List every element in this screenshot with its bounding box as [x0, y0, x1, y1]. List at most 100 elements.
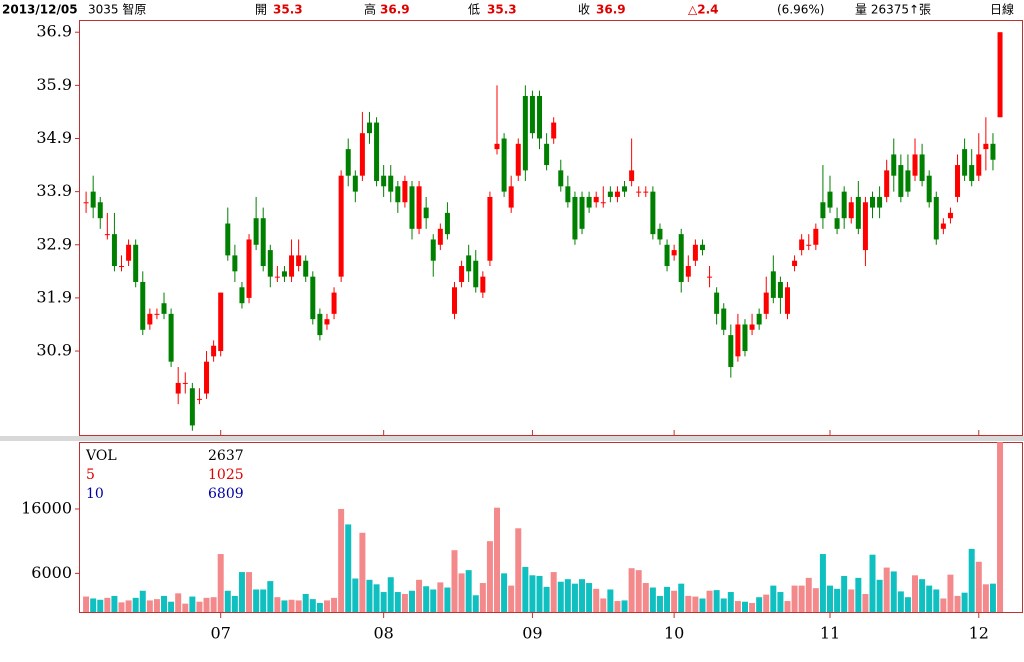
candle-body — [763, 292, 769, 314]
candle-body — [969, 165, 975, 182]
candle-body — [381, 175, 387, 187]
candle-body — [650, 191, 656, 235]
volume-bar — [543, 586, 550, 612]
volume-bar — [288, 599, 295, 612]
volume-bar — [97, 599, 104, 612]
volume-bar — [734, 601, 741, 612]
candle-body — [430, 239, 436, 261]
volume-bar — [132, 597, 139, 612]
candle-body — [685, 266, 691, 277]
candle-body — [416, 186, 422, 229]
volume-bar — [933, 589, 940, 612]
candle-body — [260, 218, 266, 267]
candle-body — [636, 191, 642, 193]
candle-body — [345, 149, 351, 176]
candle-body — [168, 313, 174, 362]
volume-bar — [309, 599, 316, 612]
candle-body — [487, 196, 493, 261]
volume-bar — [812, 588, 819, 612]
candle-body — [296, 255, 302, 267]
candle-body — [777, 281, 783, 298]
volume-bar — [897, 591, 904, 612]
y-tick-label: 31.9 — [36, 287, 72, 306]
volume-bar — [281, 600, 288, 612]
volume-bar — [387, 577, 394, 612]
volume-bar — [465, 570, 472, 612]
candle-body — [501, 138, 507, 192]
candle-body — [522, 95, 528, 171]
candle-body — [232, 255, 238, 272]
candle-body — [480, 276, 486, 293]
volume-bar — [196, 601, 203, 612]
candle-body — [664, 244, 670, 267]
candle-body — [784, 287, 790, 314]
candle-body — [409, 186, 415, 229]
volume-bar — [316, 602, 323, 612]
candle-body — [182, 382, 188, 384]
candle-body — [742, 324, 748, 352]
candle-body — [147, 313, 153, 325]
volume-bar — [104, 597, 111, 612]
y-tick-label: 33.9 — [36, 181, 72, 200]
candle-body — [189, 388, 195, 426]
legend-name: VOL — [85, 448, 117, 464]
legend-name: 5 — [86, 467, 95, 483]
volume-bar — [841, 575, 848, 612]
volume-bar — [855, 577, 862, 612]
volume-bar — [366, 579, 373, 612]
candle-body — [756, 313, 762, 325]
volume-bar — [323, 600, 330, 612]
volume-bar — [791, 585, 798, 612]
volume-bar — [664, 586, 671, 612]
change: △2.4 — [688, 3, 719, 17]
volume-bar — [494, 507, 501, 612]
candle-body — [175, 382, 181, 394]
volume-bar — [203, 597, 210, 612]
volume-bar — [416, 579, 423, 612]
volume-bar — [834, 588, 841, 612]
volume-bar — [685, 595, 692, 612]
volume-bar — [593, 588, 600, 612]
volume-bar — [359, 532, 366, 612]
close-value: 36.9 — [596, 3, 626, 17]
x-tick-label: 08 — [373, 624, 393, 643]
high-value: 36.9 — [380, 3, 410, 17]
candle-body — [324, 319, 330, 325]
candle-body — [374, 122, 380, 182]
volume-bar — [302, 593, 309, 612]
volume-bar — [175, 593, 182, 612]
x-tick-label: 12 — [969, 624, 989, 643]
volume-bar — [777, 592, 784, 612]
candle-body — [161, 303, 167, 314]
candle-body — [870, 196, 876, 208]
y-tick-label: 6000 — [31, 563, 72, 582]
y-tick-label: 32.9 — [36, 234, 72, 253]
volume-bar — [557, 581, 564, 612]
candle-body — [444, 212, 450, 235]
volume-bar — [501, 573, 508, 612]
legend-value: 1025 — [208, 467, 244, 483]
candle-body — [466, 255, 472, 272]
volume-bar — [798, 585, 805, 612]
volume-bar — [607, 589, 614, 612]
volume-bar — [182, 603, 189, 612]
candle-body — [246, 239, 252, 298]
candle-body — [359, 133, 365, 176]
candle-body — [331, 292, 337, 314]
volume-bar — [571, 583, 578, 612]
volume-bar — [628, 568, 635, 612]
volume-bar — [118, 602, 125, 612]
low-value: 35.3 — [487, 3, 517, 17]
candle-body — [529, 95, 535, 134]
volume-bar — [586, 583, 593, 612]
candle-body — [926, 175, 932, 203]
volume-bar — [451, 550, 458, 612]
volume-bar — [642, 583, 649, 612]
candle-body — [841, 191, 847, 219]
price-panel — [79, 20, 1023, 436]
volume-bar — [706, 590, 713, 612]
candle-body — [310, 276, 316, 320]
candle-body — [473, 260, 479, 288]
volume-bar — [529, 575, 536, 612]
candle-body — [671, 250, 677, 256]
